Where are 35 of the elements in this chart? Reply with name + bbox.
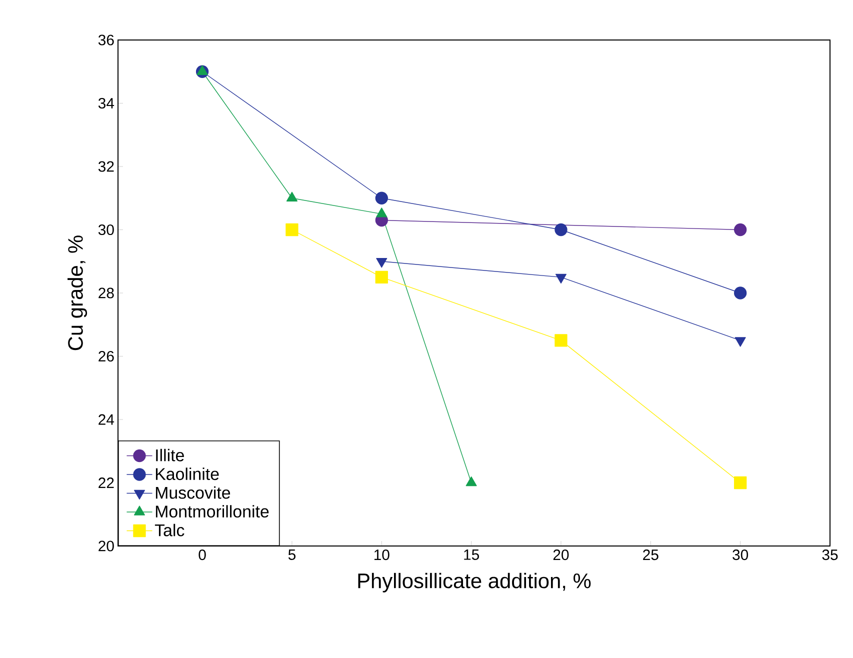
- y-tick-label: 30: [98, 224, 114, 236]
- y-tick-label: 24: [98, 414, 114, 425]
- point: [734, 476, 747, 490]
- x-tick-label: 30: [732, 550, 748, 560]
- point: [554, 223, 568, 236]
- y-tick-label: 36: [98, 34, 114, 46]
- point: [734, 223, 747, 236]
- x-tick-label: 5: [288, 550, 296, 560]
- x-tick-label: 25: [643, 550, 658, 560]
- point: [554, 334, 568, 347]
- y-tick-label: 20: [98, 540, 114, 552]
- y-tick-label: 22: [98, 478, 114, 488]
- y-tick-label: 28: [98, 288, 114, 298]
- legend-label: Muscovite: [156, 486, 230, 499]
- x-tick-label: 0: [198, 550, 206, 560]
- x-tick-label: 20: [553, 550, 569, 560]
- point: [734, 286, 747, 300]
- legend-label: Montmorillonite: [156, 505, 269, 518]
- point: [286, 223, 298, 236]
- x-tick-label: 35: [822, 550, 838, 560]
- point: [375, 192, 388, 204]
- point: [286, 192, 298, 202]
- y-tick-label: 26: [98, 350, 114, 362]
- y-tick-label: 34: [98, 98, 114, 109]
- x-axis-title: Phyllosillicate addition, %: [358, 572, 591, 592]
- legend-label: Kaolinite: [156, 468, 219, 480]
- point: [375, 270, 388, 284]
- point: [376, 208, 388, 218]
- point: [196, 65, 208, 75]
- legend-label: Illite: [156, 448, 184, 462]
- legend-label: Talc: [154, 524, 184, 536]
- y-axis-title: Cu grade, %: [68, 236, 88, 350]
- y-tick-label: 32: [98, 161, 114, 172]
- x-tick-label: 15: [464, 550, 479, 560]
- x-tick-label: 10: [374, 550, 390, 560]
